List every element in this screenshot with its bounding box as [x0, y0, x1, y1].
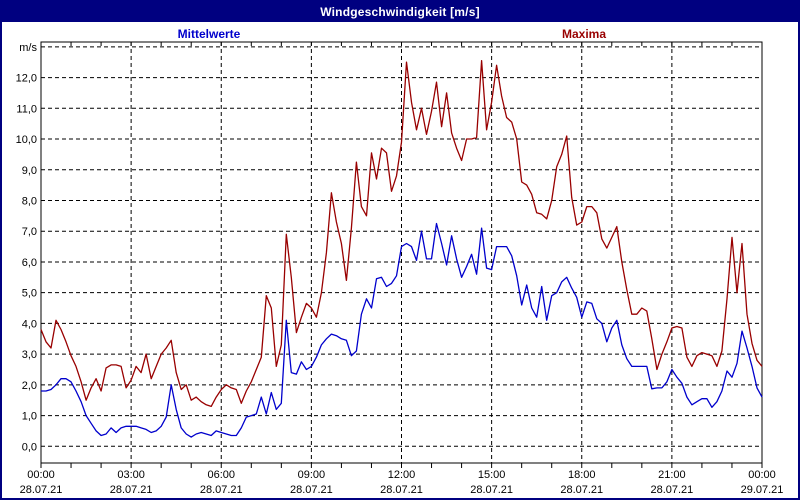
- x-tick-time-7: 21:00: [658, 469, 686, 481]
- y-tick-label-10: 10,0: [16, 134, 37, 146]
- series-line-maxima: [40, 60, 763, 408]
- y-tick-label-2: 2,0: [22, 380, 37, 392]
- x-tick-date-7: 28.07.21: [650, 484, 693, 496]
- x-tick-time-8: 00:00: [748, 469, 776, 481]
- y-tick-label-12: 12,0: [16, 73, 37, 85]
- window-title: Windgeschwindigkeit [m/s]: [320, 5, 480, 19]
- window-title-bar: Windgeschwindigkeit [m/s]: [2, 2, 798, 22]
- y-tick-label-0: 0,0: [22, 441, 37, 453]
- x-tick-time-3: 09:00: [298, 469, 326, 481]
- y-tick-label-6: 6,0: [22, 257, 37, 269]
- y-axis-unit-label: m/s: [19, 42, 37, 54]
- y-tick-label-1: 1,0: [22, 411, 37, 423]
- legend-mean-label: Mittelwerte: [177, 27, 241, 41]
- y-tick-label-4: 4,0: [22, 318, 37, 330]
- y-tick-label-9: 9,0: [22, 165, 37, 177]
- series-line-mittelwerte: [41, 222, 763, 438]
- legend-max-label: Maxima: [561, 27, 607, 41]
- x-tick-time-5: 15:00: [478, 469, 506, 481]
- x-tick-date-3: 28.07.21: [290, 484, 333, 496]
- x-tick-date-6: 28.07.21: [560, 484, 603, 496]
- x-tick-time-6: 18:00: [568, 469, 596, 481]
- x-tick-time-4: 12:00: [388, 469, 416, 481]
- y-tick-label-3: 3,0: [22, 349, 37, 361]
- x-tick-time-0: 00:00: [27, 469, 55, 481]
- x-tick-date-0: 28.07.21: [20, 484, 63, 496]
- y-tick-label-8: 8,0: [22, 195, 37, 207]
- x-tick-date-4: 28.07.21: [380, 484, 423, 496]
- x-tick-time-1: 03:00: [117, 469, 145, 481]
- y-tick-label-5: 5,0: [22, 288, 37, 300]
- x-tick-date-1: 28.07.21: [110, 484, 153, 496]
- plot-border: [40, 41, 763, 464]
- y-tick-label-11: 11,0: [16, 103, 37, 115]
- x-tick-date-2: 28.07.21: [200, 484, 243, 496]
- x-tick-time-2: 06:00: [207, 469, 235, 481]
- y-tick-label-7: 7,0: [22, 226, 37, 238]
- x-tick-date-8: 29.07.21: [741, 484, 784, 496]
- x-tick-date-5: 28.07.21: [470, 484, 513, 496]
